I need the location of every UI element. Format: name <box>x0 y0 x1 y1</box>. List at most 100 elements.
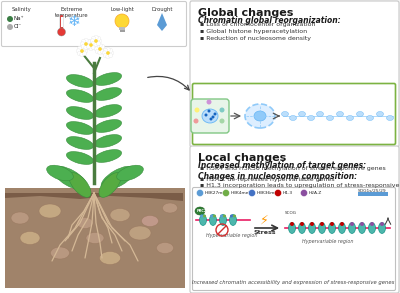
Circle shape <box>103 53 108 58</box>
Circle shape <box>108 53 113 58</box>
Circle shape <box>370 222 374 226</box>
FancyBboxPatch shape <box>191 99 229 133</box>
Ellipse shape <box>156 243 174 253</box>
Circle shape <box>77 46 82 51</box>
Circle shape <box>108 48 113 53</box>
Ellipse shape <box>346 115 354 120</box>
Ellipse shape <box>94 105 122 117</box>
Ellipse shape <box>20 231 40 244</box>
Ellipse shape <box>39 204 61 218</box>
Circle shape <box>94 47 99 51</box>
Ellipse shape <box>282 112 288 117</box>
Circle shape <box>233 214 236 217</box>
Circle shape <box>96 36 101 41</box>
Text: ❄: ❄ <box>68 14 80 30</box>
Circle shape <box>320 222 324 226</box>
Bar <box>358 192 388 196</box>
Text: Salinity: Salinity <box>12 7 32 12</box>
Circle shape <box>91 36 96 41</box>
Circle shape <box>210 214 213 217</box>
Text: ▪ H1.3 incorporation leads to upregulation of stress-responsive genes: ▪ H1.3 incorporation leads to upregulati… <box>200 183 400 188</box>
Circle shape <box>100 49 105 54</box>
Circle shape <box>89 43 93 47</box>
Ellipse shape <box>129 226 151 240</box>
Polygon shape <box>157 13 167 31</box>
Text: Hypervariable region: Hypervariable region <box>302 239 354 244</box>
Ellipse shape <box>100 251 120 265</box>
Text: Low-light: Low-light <box>110 7 134 12</box>
Circle shape <box>80 49 84 53</box>
Circle shape <box>223 214 226 217</box>
Circle shape <box>106 51 110 55</box>
Circle shape <box>7 16 13 22</box>
Circle shape <box>194 108 200 113</box>
Circle shape <box>84 45 88 50</box>
Ellipse shape <box>316 112 324 117</box>
Circle shape <box>274 190 282 197</box>
Circle shape <box>340 222 344 226</box>
Circle shape <box>87 42 92 46</box>
Circle shape <box>91 41 96 46</box>
Circle shape <box>98 43 102 48</box>
Polygon shape <box>5 193 183 201</box>
Text: SOG1s/25/29: SOG1s/25/29 <box>358 189 387 193</box>
Circle shape <box>290 222 294 226</box>
Bar <box>60 17 62 27</box>
Text: ▪ H2A.Z de-represses hypervariable genes: ▪ H2A.Z de-represses hypervariable genes <box>200 177 335 182</box>
Circle shape <box>80 45 84 50</box>
Ellipse shape <box>142 215 158 226</box>
Ellipse shape <box>338 222 346 234</box>
Text: H1.3: H1.3 <box>283 191 293 195</box>
FancyBboxPatch shape <box>190 1 399 147</box>
Ellipse shape <box>110 209 130 222</box>
Ellipse shape <box>210 214 216 226</box>
Text: Drought: Drought <box>151 7 173 12</box>
Text: Hypervariable region: Hypervariable region <box>206 234 258 239</box>
Ellipse shape <box>376 112 384 117</box>
Circle shape <box>81 39 86 44</box>
Circle shape <box>213 214 216 217</box>
Circle shape <box>310 222 314 226</box>
Text: Changes in nucleosome composition:: Changes in nucleosome composition: <box>198 172 357 181</box>
Ellipse shape <box>328 222 336 234</box>
Ellipse shape <box>66 122 94 134</box>
Text: SCOG: SCOG <box>285 211 297 215</box>
Circle shape <box>84 38 88 43</box>
Circle shape <box>83 49 88 53</box>
Circle shape <box>86 45 91 50</box>
Ellipse shape <box>298 222 306 234</box>
Ellipse shape <box>86 233 104 243</box>
Ellipse shape <box>11 212 29 224</box>
Text: Chromatin global reorganization:: Chromatin global reorganization: <box>198 16 341 25</box>
Circle shape <box>76 49 81 53</box>
Text: H3K4me³: H3K4me³ <box>231 191 251 195</box>
Circle shape <box>90 39 95 43</box>
Circle shape <box>248 190 256 197</box>
Ellipse shape <box>386 115 394 120</box>
Bar <box>119 27 125 30</box>
Circle shape <box>80 42 85 46</box>
Ellipse shape <box>318 222 326 234</box>
FancyBboxPatch shape <box>192 188 396 290</box>
Circle shape <box>94 39 98 43</box>
Circle shape <box>200 214 203 217</box>
Circle shape <box>204 113 208 117</box>
Text: Increased chromatin accessibility and expression of stress-responsive genes: Increased chromatin accessibility and ex… <box>192 280 394 285</box>
Circle shape <box>98 50 102 55</box>
Circle shape <box>80 52 84 57</box>
Ellipse shape <box>358 222 366 234</box>
Circle shape <box>91 40 96 45</box>
Ellipse shape <box>336 112 344 117</box>
Ellipse shape <box>288 222 296 234</box>
Circle shape <box>101 47 106 51</box>
Circle shape <box>58 28 66 36</box>
Ellipse shape <box>77 217 93 229</box>
Circle shape <box>300 222 304 226</box>
Ellipse shape <box>356 112 364 117</box>
Circle shape <box>84 42 88 46</box>
Ellipse shape <box>47 165 73 181</box>
Circle shape <box>89 46 93 51</box>
Text: Extreme
temperature: Extreme temperature <box>55 7 89 18</box>
Ellipse shape <box>50 247 70 259</box>
Circle shape <box>300 190 308 197</box>
